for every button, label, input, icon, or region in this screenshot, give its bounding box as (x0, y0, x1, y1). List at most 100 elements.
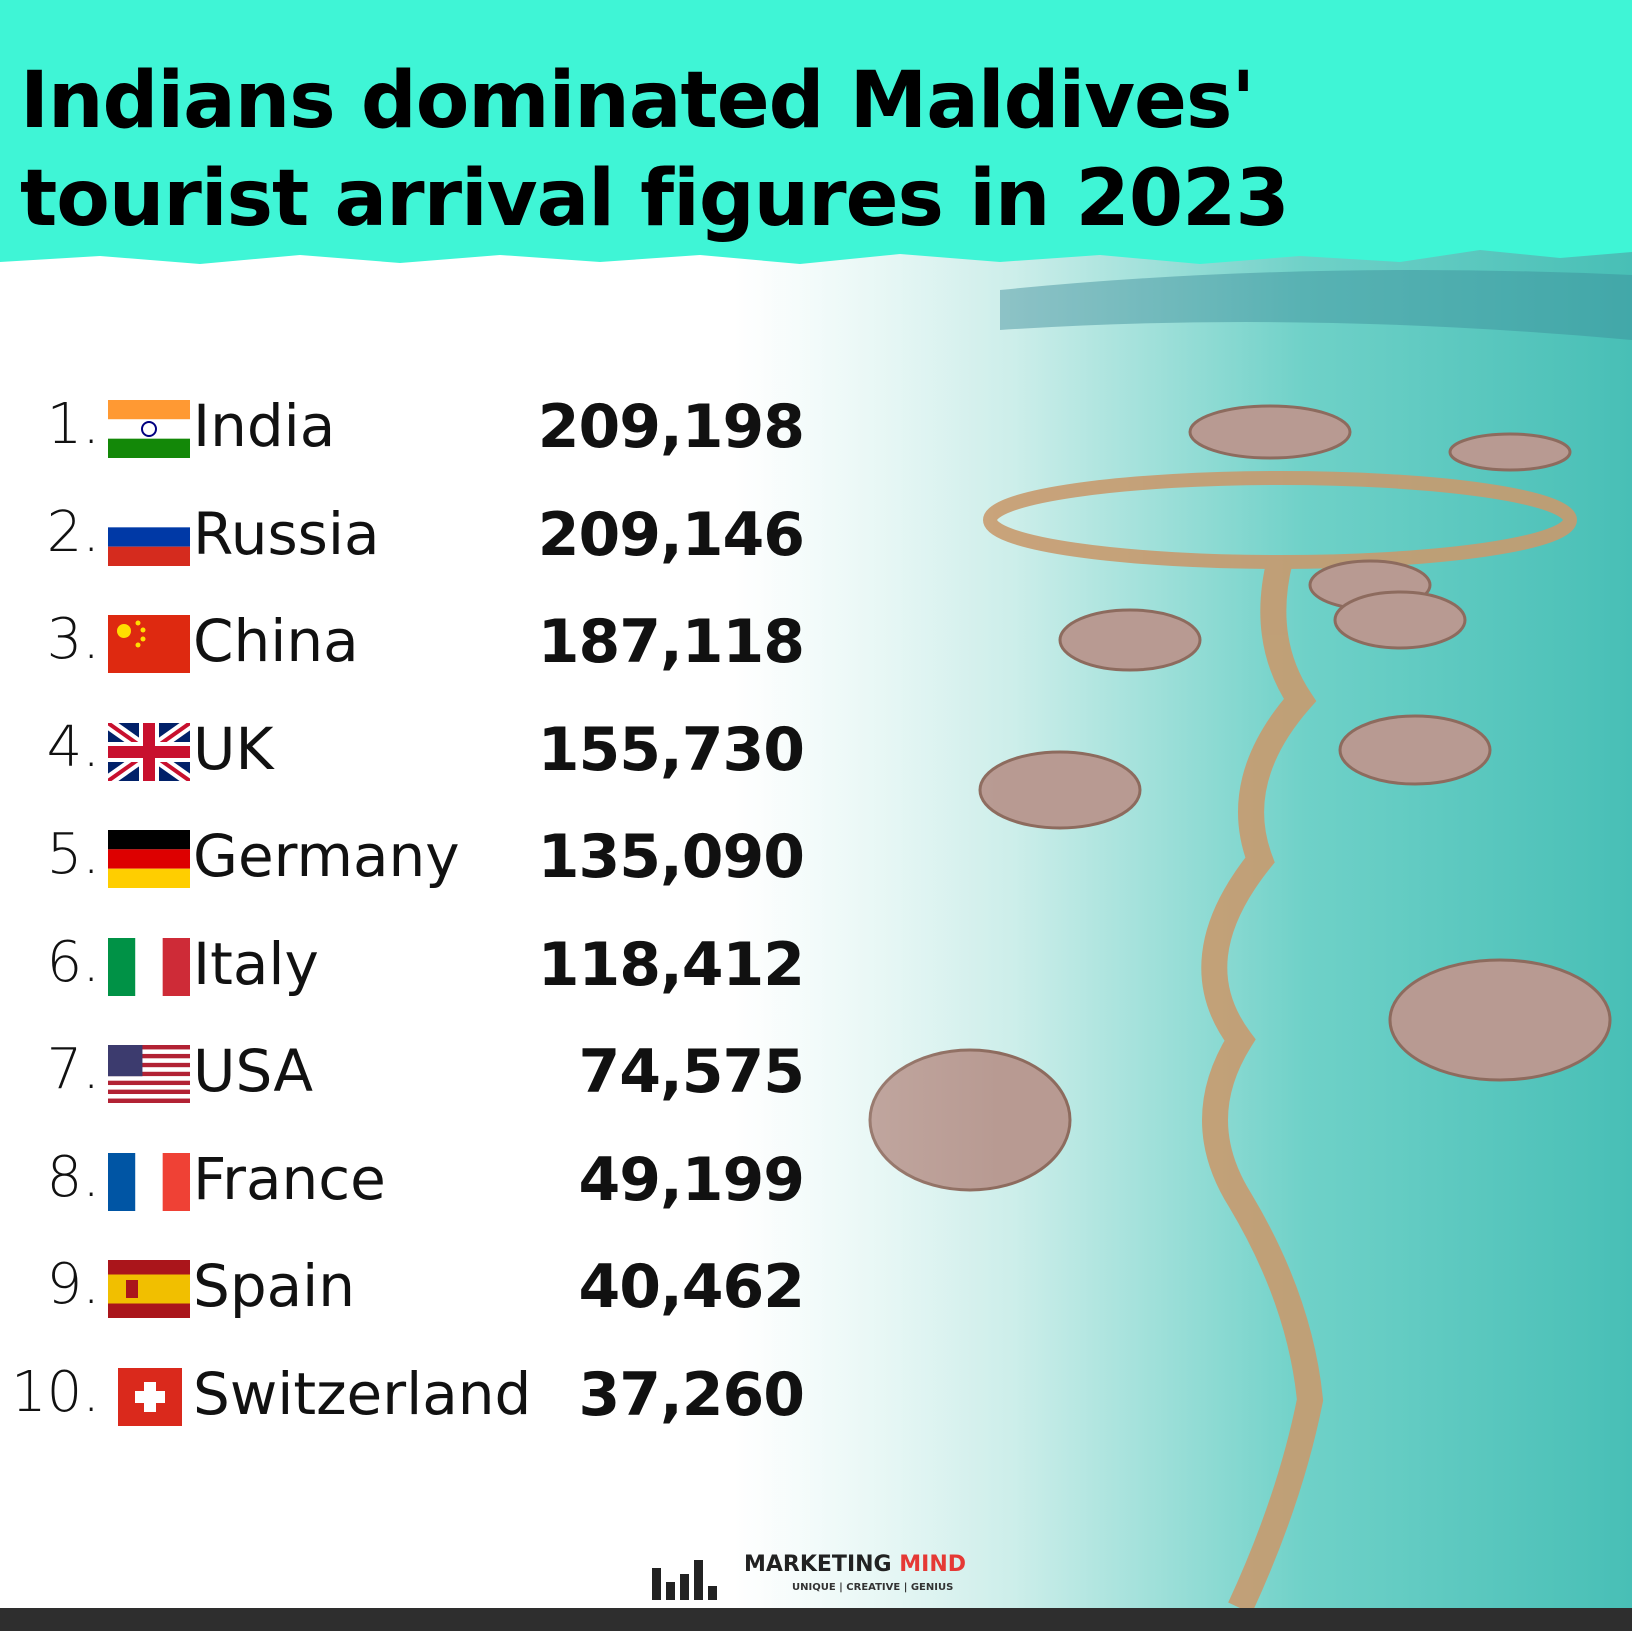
flag-part (108, 400, 190, 420)
country: France (193, 1144, 386, 1213)
flag-body (108, 507, 190, 566)
rank: 4. (46, 714, 100, 780)
flag-part (141, 421, 157, 437)
flag-part (108, 1152, 136, 1211)
arrivals: 155,730 (537, 714, 805, 785)
country: USA (193, 1037, 314, 1105)
flag (108, 1152, 190, 1211)
rank: 5. (46, 822, 100, 887)
title-line: Indians dominated Maldives' (20, 56, 1255, 146)
country: Switzerland (193, 1359, 532, 1428)
flag-part (143, 722, 155, 781)
flag-body (108, 1152, 190, 1211)
brand: MARKETING MIND (744, 1552, 966, 1577)
arrivals: 209,198 (537, 392, 805, 462)
arrivals: 209,146 (537, 499, 805, 570)
flag-part (108, 1049, 190, 1054)
header-band (0, 0, 1632, 264)
arrivals: 135,090 (537, 822, 805, 892)
flag-body (108, 1045, 190, 1103)
brand-word: MARKETING (744, 1552, 892, 1577)
flag-part (135, 1152, 163, 1211)
flag-part (108, 526, 190, 547)
rank: 7. (46, 1037, 100, 1102)
country: UK (193, 714, 274, 783)
rank: 6. (46, 929, 100, 995)
flag-part (108, 1080, 190, 1086)
flag (108, 400, 190, 458)
flag-part (108, 1071, 190, 1077)
flag-part (162, 1152, 190, 1211)
flag-body (108, 722, 190, 781)
flag (108, 830, 190, 888)
flag-part (135, 642, 141, 648)
flag-part (108, 830, 190, 850)
flag-part (108, 1085, 190, 1090)
flag-part (140, 636, 146, 642)
rank: 1. (46, 392, 100, 457)
flag-part (108, 1058, 190, 1063)
flag-part (162, 937, 190, 996)
flag-part (126, 1280, 138, 1298)
flag-body (108, 400, 190, 458)
flag-body (108, 615, 190, 673)
arrivals: 118,412 (537, 929, 805, 1000)
country: Spain (193, 1252, 356, 1320)
arrivals: 40,462 (578, 1252, 805, 1322)
flag-part (108, 1076, 190, 1081)
flag-part (108, 1098, 190, 1103)
brand-word: MIND (899, 1552, 967, 1577)
flag-part (108, 1045, 143, 1077)
flag-part (108, 1062, 190, 1068)
horizon (1000, 270, 1632, 340)
country: India (193, 392, 336, 460)
rank: 3. (46, 607, 100, 672)
flag-part (108, 507, 190, 527)
flag-part (108, 615, 190, 673)
flag-part (108, 868, 190, 888)
country: Italy (193, 929, 319, 998)
flag-part (108, 438, 190, 458)
title-line: tourist arrival figures in 2023 (20, 154, 1290, 244)
flag (108, 722, 190, 781)
rank: 9. (46, 1252, 100, 1317)
bottom-bar (0, 1608, 1632, 1631)
rank: 2. (46, 499, 100, 565)
flag (118, 1367, 182, 1426)
flag (108, 1260, 190, 1318)
flag-part (108, 1274, 190, 1304)
arrivals: 74,575 (578, 1037, 805, 1107)
country: China (193, 607, 359, 675)
flag-part (135, 620, 141, 626)
flag-part (135, 1390, 165, 1403)
rank: 10. (10, 1359, 100, 1425)
flag (108, 507, 190, 566)
flag-part (108, 1067, 190, 1072)
arrivals: 37,260 (578, 1359, 805, 1430)
flag-part (108, 937, 136, 996)
arrivals: 49,199 (578, 1144, 805, 1215)
huts (868, 404, 1612, 1192)
flag-part (108, 546, 190, 566)
flag-body (108, 1260, 190, 1318)
country: Germany (193, 822, 460, 890)
flag-part (108, 1089, 190, 1095)
flag-part (108, 849, 190, 869)
flag-part (108, 419, 190, 439)
arrivals: 187,118 (537, 607, 805, 677)
flag-part (108, 1094, 190, 1099)
flag-part (140, 627, 146, 633)
flag-body (118, 1367, 182, 1426)
flag-part (117, 624, 131, 638)
flag-body (108, 937, 190, 996)
rank: 8. (46, 1144, 100, 1210)
flag (108, 937, 190, 996)
flag-part (135, 937, 163, 996)
logo-icon (652, 1560, 717, 1600)
flag-part (108, 1053, 190, 1059)
flag (108, 1045, 190, 1103)
country: Russia (193, 499, 380, 568)
tagline: UNIQUE | CREATIVE | GENIUS (792, 1582, 954, 1593)
flag-body (108, 830, 190, 888)
